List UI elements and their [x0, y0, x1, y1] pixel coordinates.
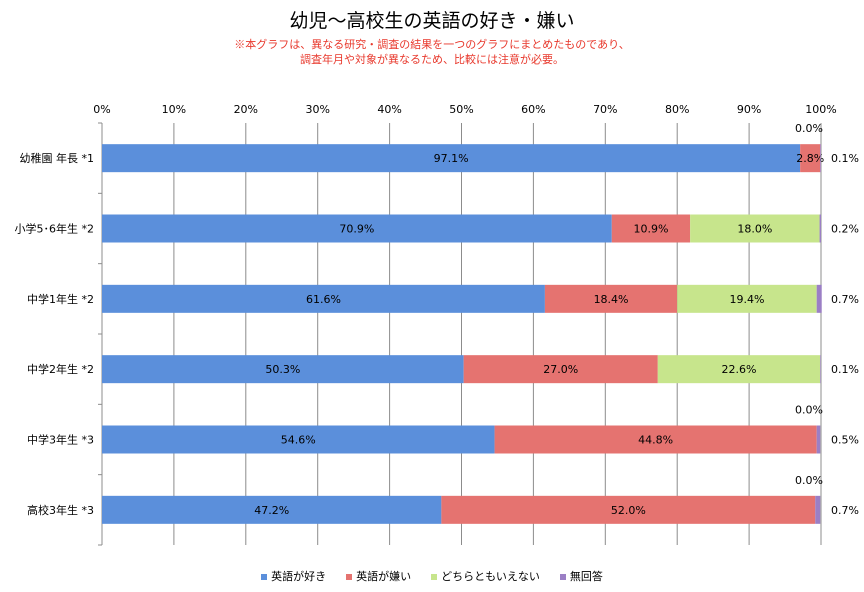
- chart-note-line-2: 調査年月や対象が異なるため、比較には注意が必要。: [300, 53, 564, 66]
- data-label: 44.8%: [638, 434, 673, 447]
- category-label: 小学5･6年生 *2: [15, 222, 95, 236]
- bar-segment: [102, 355, 464, 384]
- bar-segment: [815, 495, 821, 524]
- chart-title: 幼児〜高校生の英語の好き・嫌い: [289, 10, 575, 32]
- legend-label: どちらともいえない: [441, 570, 540, 583]
- category-label: 幼稚園 年長 *1: [20, 151, 95, 165]
- x-tick-label: 30%: [305, 103, 329, 116]
- x-tick-label: 60%: [521, 103, 545, 116]
- bar-segment: [102, 495, 442, 524]
- bar-segment: [800, 144, 821, 173]
- chart-note-line-1: ※本グラフは、異なる研究・調査の結果を一つのグラフにまとめたものであり、: [234, 38, 630, 51]
- data-label: 0.7%: [831, 504, 859, 517]
- data-label: 97.1%: [434, 152, 469, 165]
- data-label: 22.6%: [722, 363, 757, 376]
- bar-segment: [657, 355, 821, 384]
- category-label: 中学2年生 *2: [27, 362, 94, 376]
- legend-label: 英語が好き: [271, 570, 327, 583]
- bar-segment: [611, 214, 691, 243]
- data-label: 50.3%: [265, 363, 300, 376]
- bar-segment: [494, 425, 817, 454]
- category-label: 中学1年生 *2: [27, 292, 94, 306]
- data-label: 0.0%: [795, 404, 823, 417]
- data-label: 0.0%: [795, 122, 823, 135]
- x-tick-label: 100%: [805, 103, 836, 116]
- bar-segment: [102, 144, 801, 173]
- bar-segment: [102, 284, 545, 313]
- category-label: 中学3年生 *3: [27, 433, 94, 447]
- data-label: 61.6%: [306, 293, 341, 306]
- x-tick-label: 80%: [665, 103, 689, 116]
- legend-swatch: [559, 574, 566, 580]
- data-label: 0.2%: [831, 223, 859, 236]
- data-label: 54.6%: [281, 434, 316, 447]
- legend-label: 無回答: [569, 570, 603, 583]
- x-tick-label: 50%: [449, 103, 473, 116]
- legend-item: 英語が嫌い: [346, 568, 411, 584]
- x-tick-label: 90%: [737, 103, 761, 116]
- data-label: 70.9%: [339, 223, 374, 236]
- bar-segment: [820, 355, 821, 384]
- data-label: 18.0%: [737, 223, 772, 236]
- legend-item: どちらともいえない: [431, 568, 540, 584]
- data-label: 0.5%: [831, 434, 859, 447]
- bar-segment: [816, 284, 822, 313]
- x-tick-label: 0%: [93, 103, 110, 116]
- data-label: 0.7%: [831, 293, 859, 306]
- bar-segment: [102, 214, 612, 243]
- data-label: 18.4%: [594, 293, 629, 306]
- bar-segment: [677, 284, 817, 313]
- bar-segment: [819, 214, 821, 243]
- bar-segment: [102, 425, 495, 454]
- data-label: 0.1%: [831, 152, 859, 165]
- legend-swatch: [431, 574, 438, 580]
- data-label: 10.9%: [633, 223, 668, 236]
- chart-legend: 英語が好き 英語が嫌い どちらともいえない 無回答: [0, 568, 864, 584]
- bar-segment: [816, 425, 821, 454]
- x-tick-label: 40%: [377, 103, 401, 116]
- bar-segment: [441, 495, 816, 524]
- x-tick-label: 70%: [593, 103, 617, 116]
- legend-item: 無回答: [559, 568, 603, 584]
- data-label: 47.2%: [254, 504, 289, 517]
- bar-segment: [690, 214, 820, 243]
- bar-segment: [463, 355, 658, 384]
- legend-item: 英語が好き: [261, 568, 326, 584]
- data-label: 52.0%: [611, 504, 646, 517]
- bar-segment: [820, 144, 821, 173]
- legend-label: 英語が嫌い: [356, 570, 412, 583]
- data-label: 0.1%: [831, 363, 859, 376]
- legend-swatch: [346, 574, 353, 580]
- x-tick-label: 10%: [162, 103, 186, 116]
- data-label: 2.8%: [796, 152, 824, 165]
- data-label: 27.0%: [543, 363, 578, 376]
- bar-segment: [544, 284, 678, 313]
- x-tick-label: 20%: [234, 103, 258, 116]
- data-label: 19.4%: [729, 293, 764, 306]
- data-label: 0.0%: [795, 474, 823, 487]
- category-label: 高校3年生 *3: [27, 503, 94, 517]
- legend-swatch: [261, 574, 268, 580]
